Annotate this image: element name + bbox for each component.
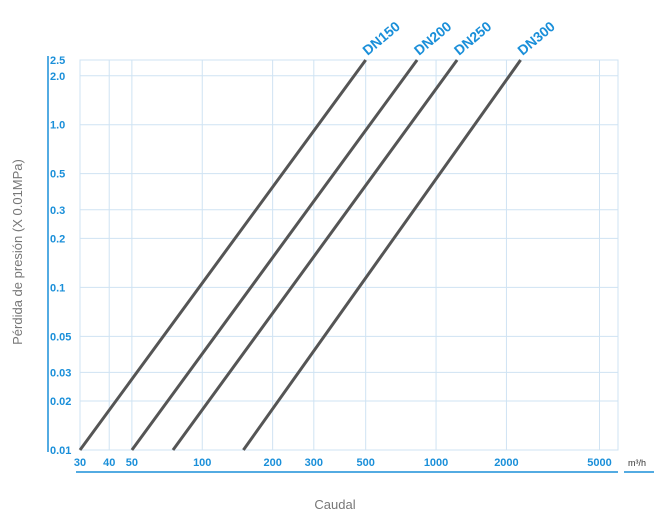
x-tick-label: 200 bbox=[263, 457, 281, 469]
x-tick-label: 30 bbox=[74, 457, 86, 469]
y-tick-label: 0.1 bbox=[50, 282, 65, 294]
y-tick-label: 0.03 bbox=[50, 367, 71, 379]
x-tick-label: 5000 bbox=[587, 457, 611, 469]
series-layer bbox=[78, 59, 522, 451]
x-tick-label: 40 bbox=[103, 457, 115, 469]
plot-frame bbox=[79, 59, 619, 451]
series-label-dn200: DN200 bbox=[411, 18, 455, 58]
x-tick-label: 100 bbox=[193, 457, 211, 469]
y-tick-label: 0.01 bbox=[50, 445, 71, 457]
y-tick-label: 2.0 bbox=[50, 71, 65, 83]
y-tick-label: 0.05 bbox=[50, 331, 71, 343]
y-tick-labels: 0.01 0.02 0.03 0.05 0.1 0.2 0.3 0.5 1.0 2.0 2.5 bbox=[50, 55, 71, 457]
x-tick-label: 50 bbox=[126, 457, 138, 469]
series-label-dn150: DN150 bbox=[359, 18, 403, 58]
x-tick-label: 1000 bbox=[424, 457, 448, 469]
x-tick-label: 2000 bbox=[494, 457, 518, 469]
y-tick-label: 0.5 bbox=[50, 169, 65, 181]
series-label-dn300: DN300 bbox=[514, 18, 558, 58]
series-line-dn250 bbox=[171, 59, 459, 451]
y-tick-label: 0.2 bbox=[50, 233, 65, 245]
series-line-dn300 bbox=[242, 59, 522, 451]
axes bbox=[47, 56, 654, 473]
y-axis-title: Pérdida de presión (X 0.01MPa) bbox=[10, 159, 25, 345]
x-tick-labels: 30 40 50 100 200 300 500 1000 2000 5000 bbox=[74, 457, 612, 469]
y-tick-label: 2.5 bbox=[50, 55, 65, 67]
x-axis-title: Caudal bbox=[314, 497, 355, 512]
series-line-dn150 bbox=[78, 59, 367, 451]
x-axis-unit: m³/h bbox=[628, 458, 646, 468]
x-tick-label: 300 bbox=[305, 457, 323, 469]
y-tick-label: 0.3 bbox=[50, 205, 65, 217]
y-tick-label: 1.0 bbox=[50, 120, 65, 132]
y-tick-label: 0.02 bbox=[50, 396, 71, 408]
grid bbox=[79, 59, 619, 451]
series-label-dn250: DN250 bbox=[451, 18, 495, 58]
x-tick-label: 500 bbox=[356, 457, 374, 469]
series-line-dn200 bbox=[130, 59, 419, 451]
